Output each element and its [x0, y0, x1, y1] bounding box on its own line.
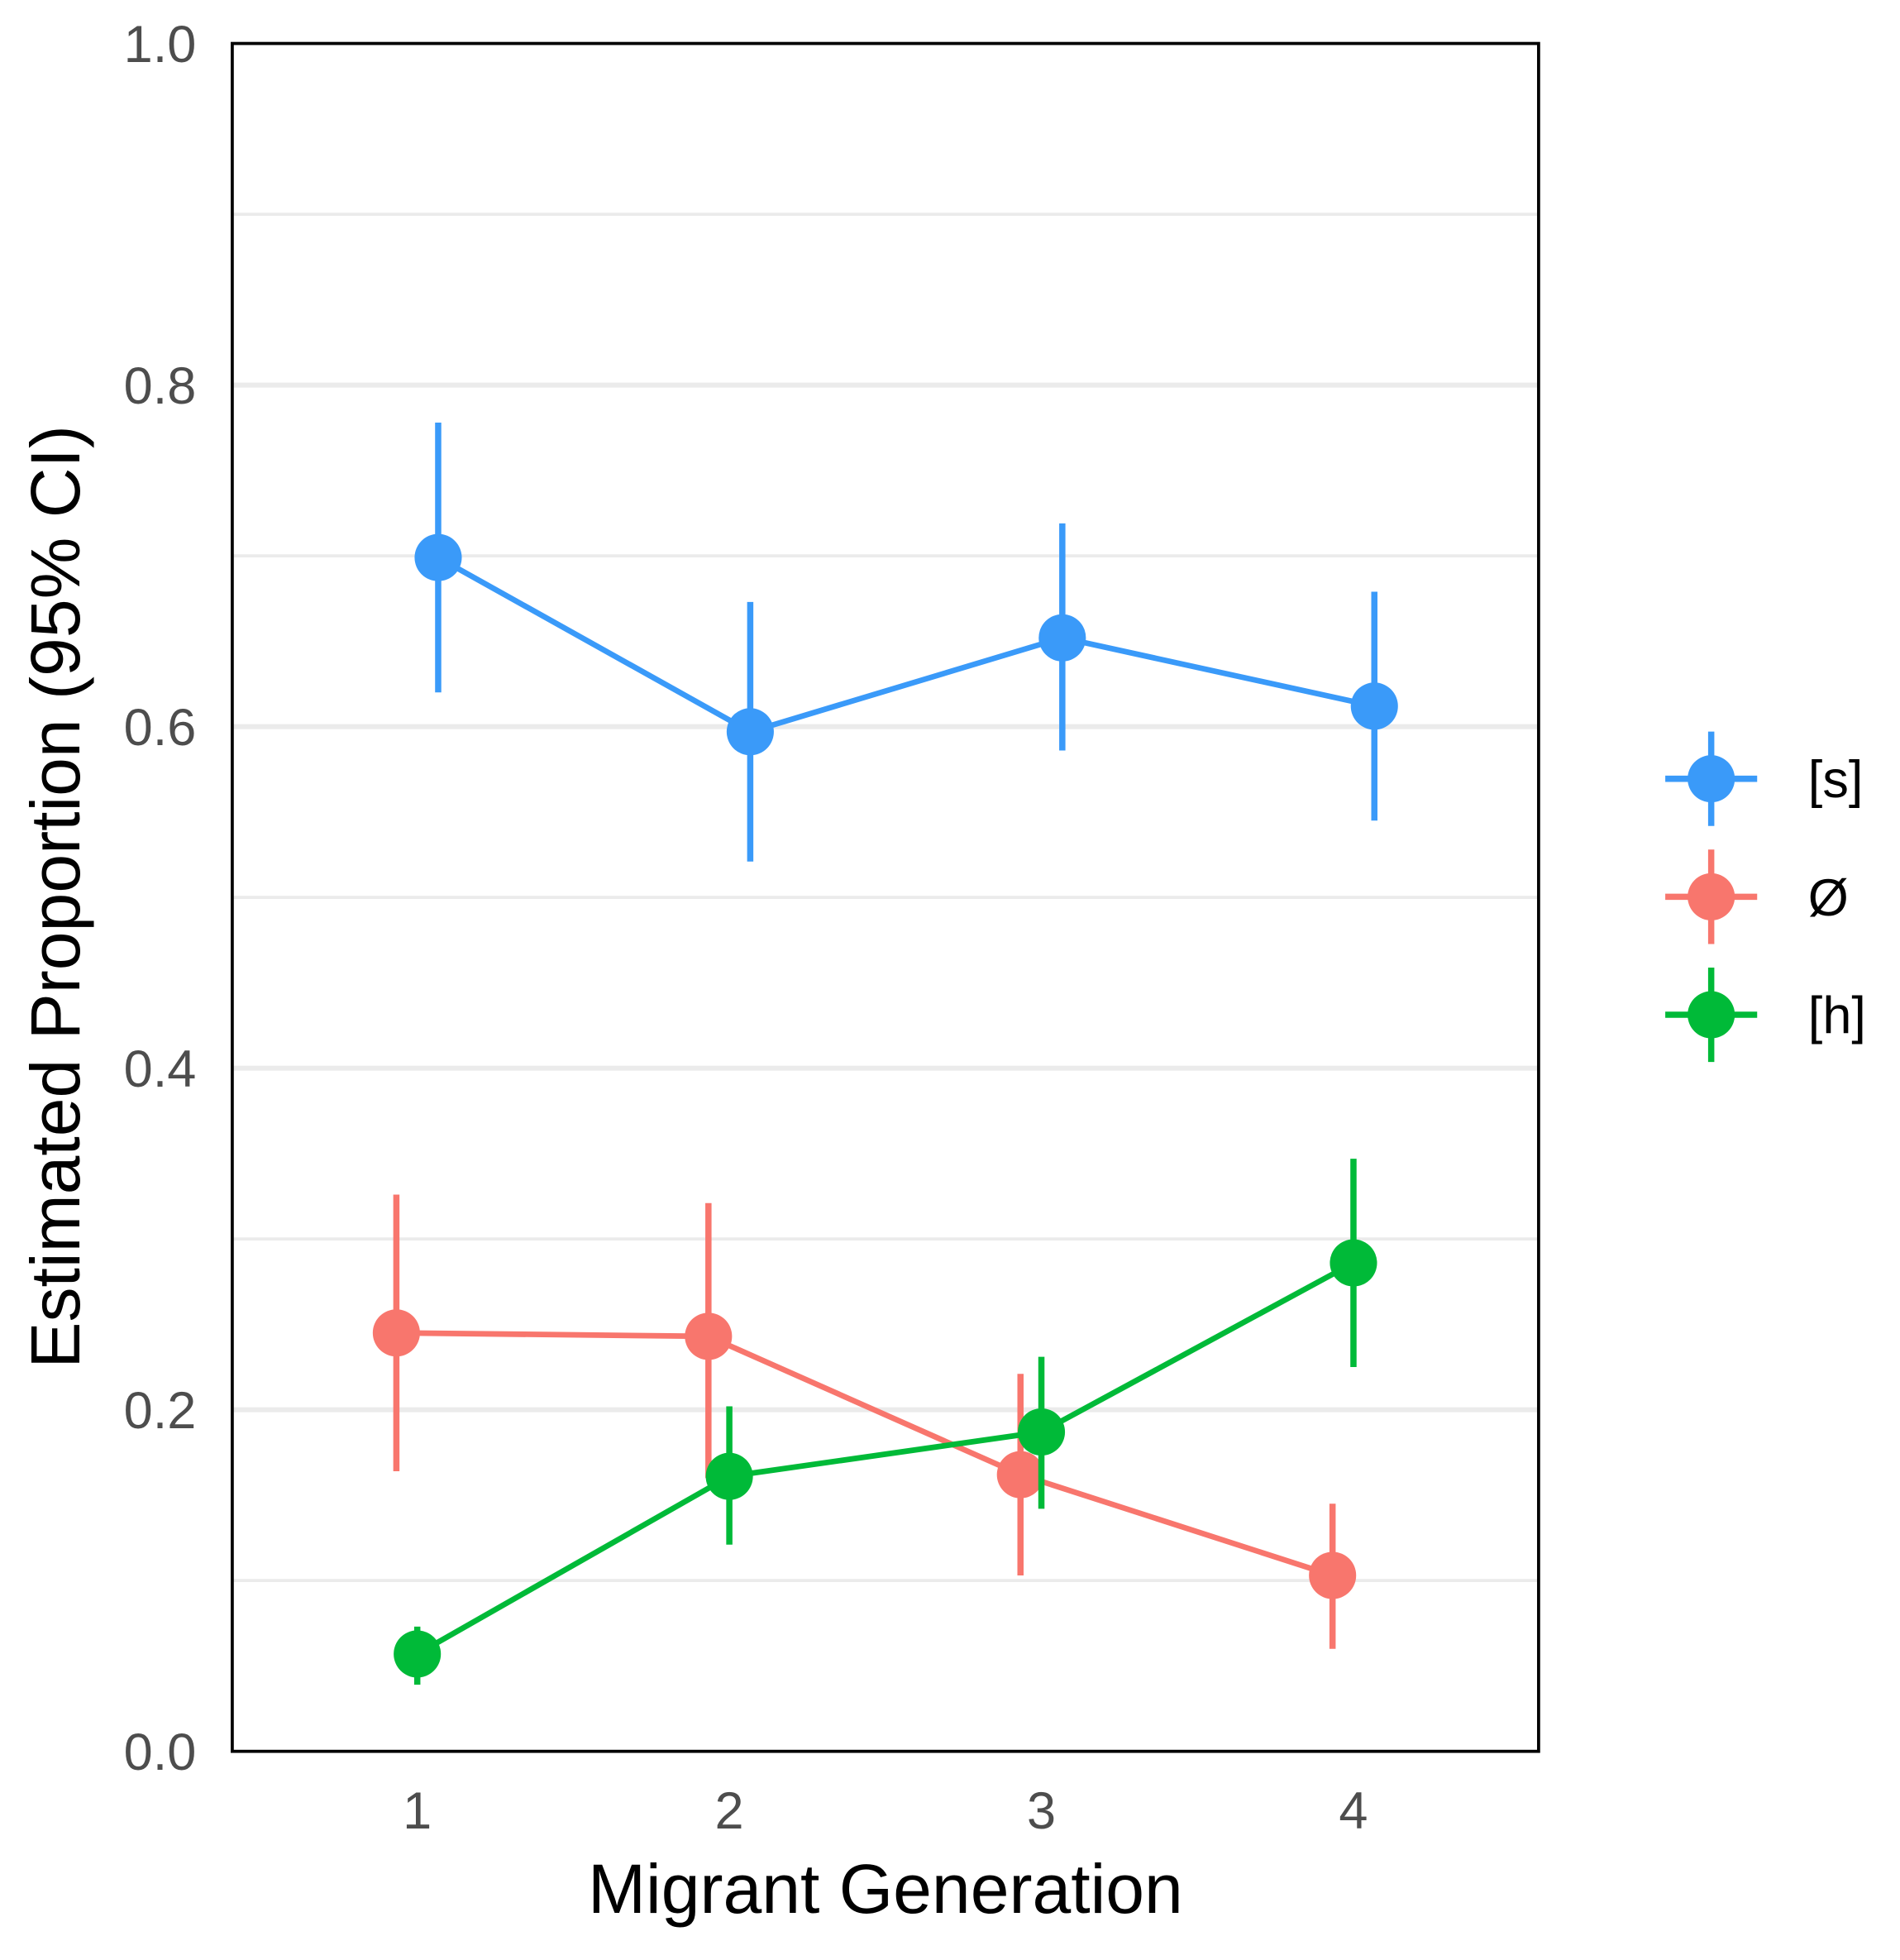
- x-tick-label: 3: [1027, 1782, 1056, 1840]
- y-tick-label: 0.8: [124, 357, 197, 415]
- legend-point: [1688, 991, 1735, 1039]
- x-tick-label: 1: [403, 1782, 432, 1840]
- series-line: [396, 1330, 1334, 1579]
- legend: [s] Ø [h]: [1665, 731, 1866, 1063]
- x-tick-labels: 1 2 3 4: [403, 1782, 1368, 1840]
- x-tick-label: 2: [715, 1782, 744, 1840]
- y-tick-label: 0.2: [124, 1382, 197, 1440]
- data-point: [685, 1312, 733, 1360]
- data-point: [726, 708, 774, 756]
- data-point: [372, 1309, 420, 1357]
- legend-label: Ø: [1808, 869, 1849, 927]
- data-point: [1330, 1239, 1377, 1287]
- data-point: [1309, 1551, 1357, 1599]
- series-line: [416, 1260, 1355, 1656]
- data-point: [414, 533, 462, 581]
- data-point: [996, 1451, 1044, 1499]
- y-tick-label: 0.6: [124, 699, 197, 757]
- data-point: [1038, 614, 1086, 662]
- series-[s]: [414, 423, 1398, 862]
- x-axis-title: Migrant Generation: [588, 1850, 1183, 1928]
- data-point: [1350, 682, 1398, 730]
- data-point: [1018, 1408, 1066, 1456]
- y-tick-label: 1.0: [124, 16, 197, 74]
- y-tick-label: 0.0: [124, 1723, 197, 1781]
- legend-item: Ø: [1665, 849, 1849, 944]
- x-tick-label: 4: [1339, 1782, 1368, 1840]
- series-line: [437, 555, 1375, 735]
- data-point: [705, 1452, 753, 1500]
- gridlines: [232, 213, 1539, 1583]
- legend-point: [1688, 872, 1735, 920]
- legend-point: [1688, 755, 1735, 803]
- y-axis-title: Estimated Proportion (95% CI): [17, 425, 94, 1368]
- legend-label: [s]: [1808, 751, 1864, 809]
- data-point: [394, 1630, 442, 1678]
- series-Ø: [372, 1194, 1357, 1649]
- series-[h]: [394, 1159, 1377, 1685]
- y-tick-label: 0.4: [124, 1040, 197, 1098]
- data-series: [372, 423, 1398, 1685]
- legend-item: [s]: [1665, 731, 1864, 826]
- legend-item: [h]: [1665, 967, 1866, 1063]
- legend-label: [h]: [1808, 987, 1866, 1045]
- plot-panel-border: [231, 41, 1540, 1753]
- y-tick-labels: 0.0 0.2 0.4 0.6 0.8 1.0: [124, 16, 197, 1781]
